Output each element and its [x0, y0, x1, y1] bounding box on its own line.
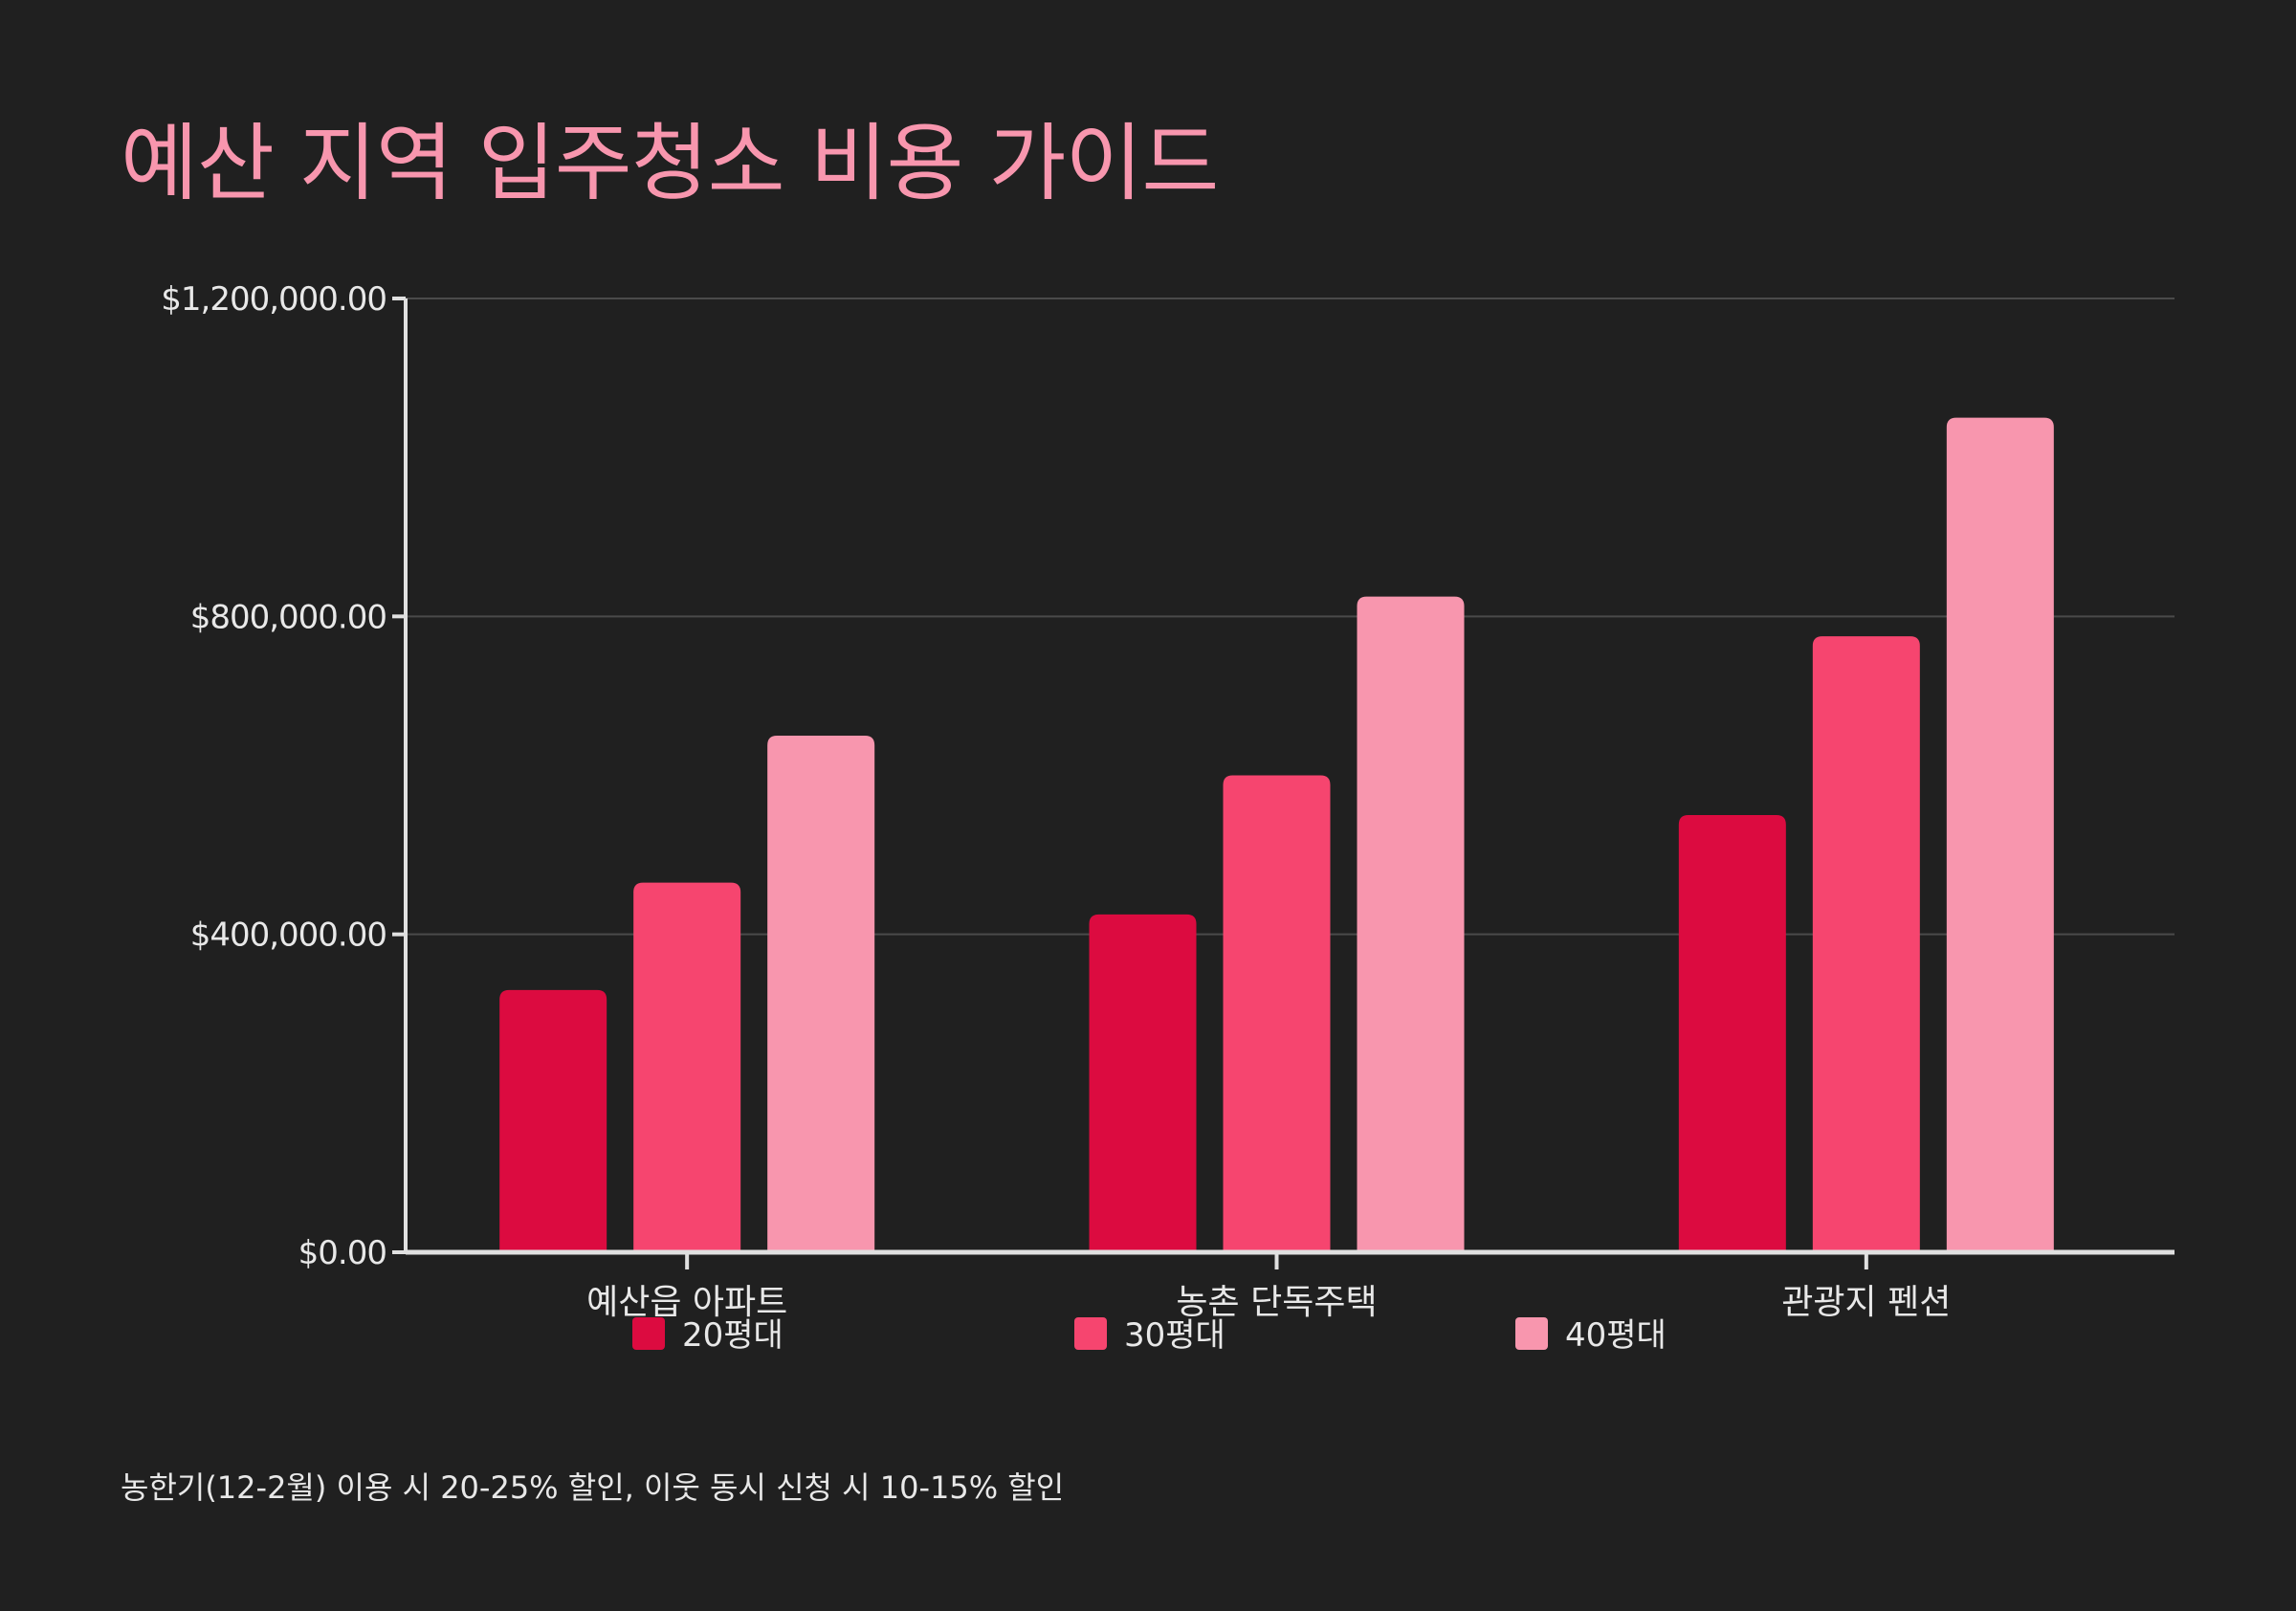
y-tick-label: $0.00: [298, 1234, 386, 1272]
bar: [1678, 815, 1786, 1252]
legend-label: 30평대: [1124, 1316, 1225, 1355]
legend-swatch: [632, 1317, 665, 1350]
bar: [767, 735, 875, 1252]
bar: [1946, 417, 2054, 1252]
y-tick-label: $1,200,000.00: [161, 280, 386, 319]
bar: [1812, 636, 1920, 1252]
bar: [1089, 914, 1197, 1252]
y-tick-label: $800,000.00: [190, 598, 386, 636]
bar: [499, 989, 607, 1252]
chart-title: 예산 지역 입주청소 비용 가이드: [121, 114, 1219, 212]
legend-label: 20평대: [682, 1316, 784, 1355]
x-tick-label: 관광지 펜션: [1781, 1283, 1951, 1322]
bar: [1223, 775, 1331, 1252]
bar: [633, 882, 741, 1252]
legend-label: 40평대: [1565, 1316, 1667, 1355]
legend-swatch: [1074, 1317, 1107, 1350]
legend-swatch: [1515, 1317, 1548, 1350]
bar: [1357, 596, 1465, 1252]
x-tick-label: 예산읍 아파트: [586, 1283, 787, 1322]
footnote: 농한기(12-2월) 이용 시 20-25% 할인, 이웃 동시 신청 시 10…: [121, 1469, 1065, 1506]
y-tick-label: $400,000.00: [190, 916, 386, 955]
x-tick-label: 농촌 단독주택: [1176, 1283, 1377, 1322]
